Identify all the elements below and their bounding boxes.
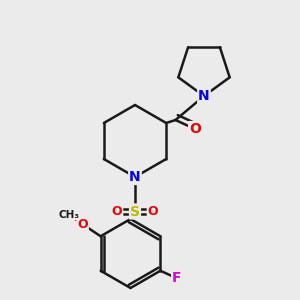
Text: N: N [198, 89, 210, 103]
Text: CH₃: CH₃ [58, 210, 80, 220]
Text: O: O [77, 218, 88, 231]
Text: O: O [148, 205, 158, 218]
Text: F: F [172, 271, 182, 285]
Text: O: O [189, 122, 201, 136]
Text: S: S [130, 205, 140, 218]
Text: O: O [112, 205, 122, 218]
Text: N: N [129, 170, 141, 184]
